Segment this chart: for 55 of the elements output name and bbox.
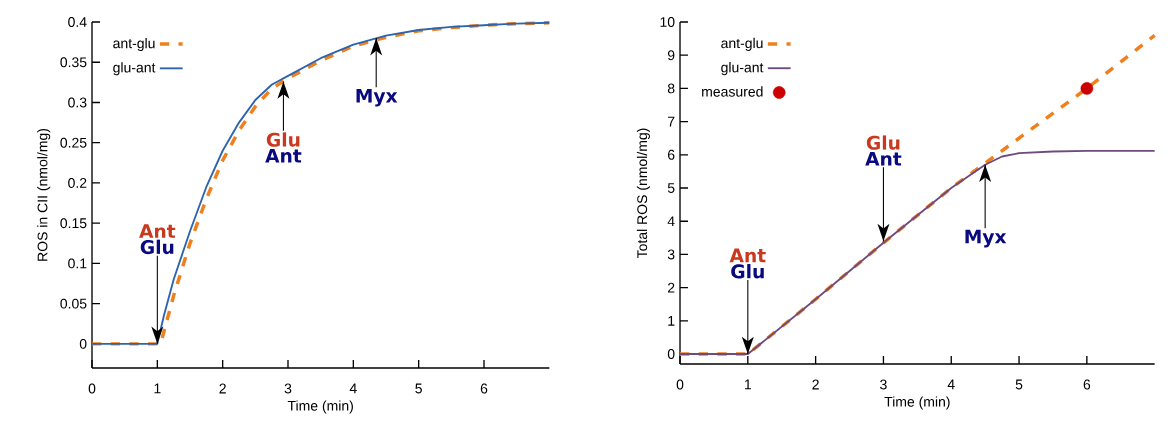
legend-label: measured <box>702 86 763 97</box>
y-tick-label: 10 <box>660 17 675 27</box>
annotation: Myx <box>965 229 1007 248</box>
annotation: Ant <box>865 151 902 166</box>
annotation: Glu <box>731 264 764 279</box>
x-tick-label: 0 <box>676 379 684 390</box>
y-tick-label: 9 <box>667 50 675 61</box>
x-tick-label: 1 <box>744 379 752 390</box>
y-tick-label: 7 <box>668 116 675 127</box>
y-tick-label: 0 <box>79 338 87 349</box>
x-tick-label: 3 <box>880 379 887 390</box>
x-tick-label: 4 <box>947 379 955 390</box>
y-tick-label: 2 <box>668 282 675 293</box>
y-axis-title: Total ROS (nmol/mg) <box>636 128 650 259</box>
y-tick-label: 3 <box>667 249 675 260</box>
y-tick-label: 0.4 <box>68 17 87 27</box>
legend-label: ant-glu <box>721 37 763 51</box>
y-tick-label: 1 <box>668 316 675 326</box>
x-tick-label: 5 <box>415 383 422 394</box>
legend-label: ant-glu <box>113 37 155 52</box>
annotation: Ant <box>265 148 302 163</box>
y-axis-title: ROS in CII (nmol/mg) <box>37 128 51 261</box>
y-tick-label: 0.15 <box>60 218 87 229</box>
annotation: Ant <box>729 248 766 263</box>
y-tick-label: 8 <box>667 83 675 94</box>
x-axis-title: Time (min) <box>884 396 950 410</box>
x-axis-title: Time (min) <box>287 400 353 414</box>
annotation: Glu <box>266 132 300 147</box>
y-tick-label: 5 <box>667 183 675 193</box>
x-tick-label: 6 <box>480 383 488 394</box>
legend-label: glu-ant <box>721 62 764 76</box>
x-tick-label: 4 <box>349 383 357 394</box>
x-tick-label: 5 <box>1015 379 1023 390</box>
y-tick-label: 0.2 <box>68 177 87 188</box>
y-tick-label: 0.3 <box>68 97 87 108</box>
y-tick-label: 4 <box>667 216 675 227</box>
y-tick-label: 0.05 <box>60 298 87 309</box>
x-tick-label: 3 <box>284 383 292 394</box>
y-tick-label: 0.25 <box>60 137 87 148</box>
legend-label: glu-ant <box>113 62 156 76</box>
x-tick-label: 1 <box>154 383 161 394</box>
y-tick-label: 0.1 <box>68 258 87 269</box>
annotation: Ant <box>139 224 176 238</box>
x-tick-label: 0 <box>88 383 96 394</box>
y-tick-label: 0.35 <box>60 57 87 68</box>
y-tick-label: 0 <box>667 349 675 359</box>
annotation: Myx <box>356 88 398 107</box>
annotation: Glu <box>866 135 900 150</box>
x-tick-label: 2 <box>219 383 226 394</box>
line-series <box>678 33 1157 356</box>
x-tick-label: 6 <box>1083 379 1091 390</box>
annotation: Glu <box>140 239 174 255</box>
line-series <box>679 149 1156 355</box>
x-tick-label: 2 <box>812 379 819 390</box>
y-tick-label: 6 <box>668 149 675 160</box>
